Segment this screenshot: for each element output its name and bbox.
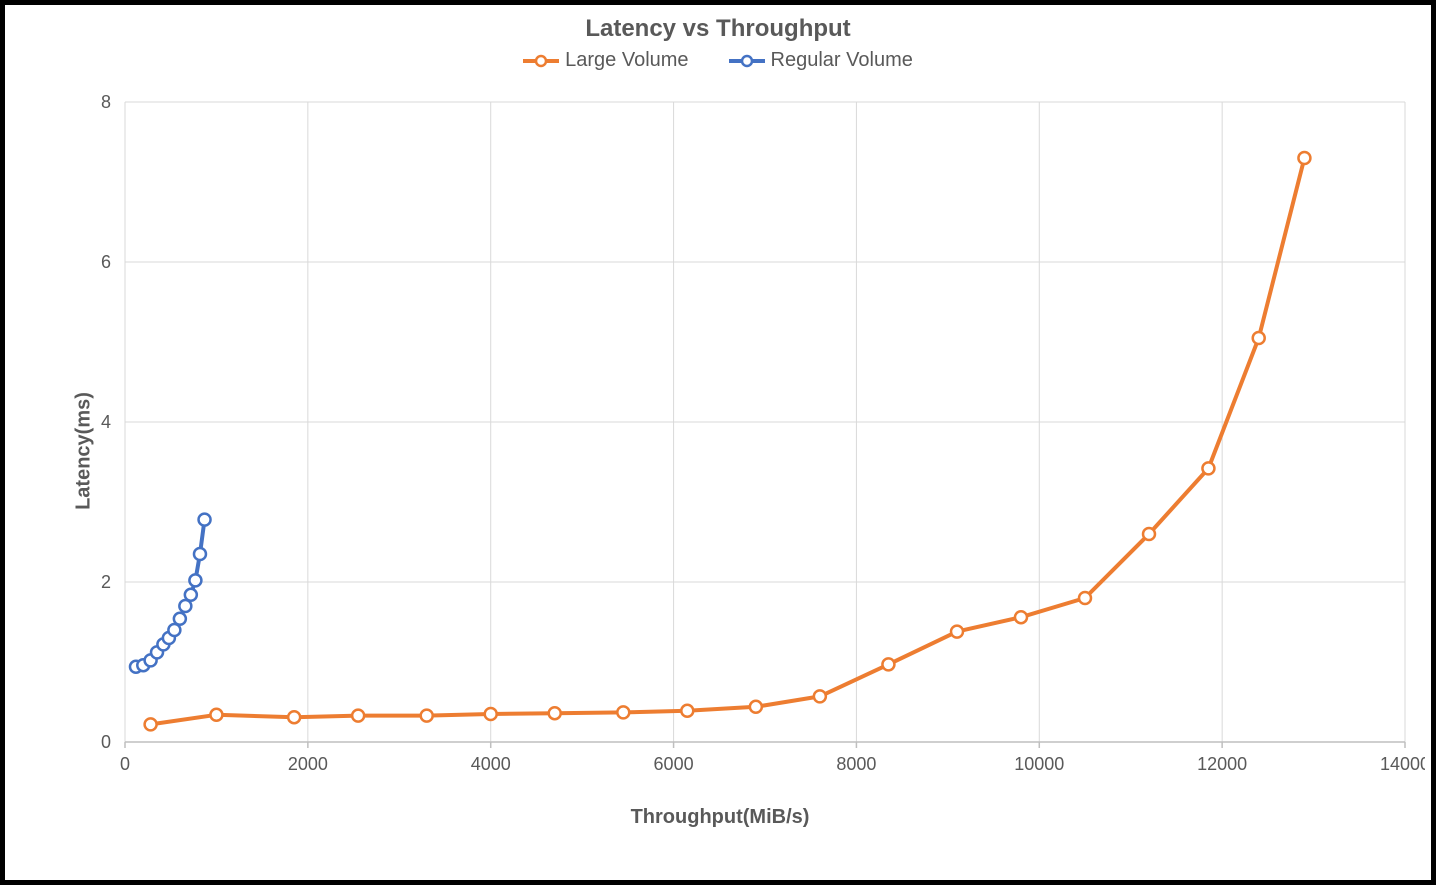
y-tick-label: 4: [101, 412, 111, 432]
x-tick-label: 12000: [1197, 754, 1247, 774]
data-marker: [1298, 152, 1310, 164]
x-tick-label: 14000: [1380, 754, 1425, 774]
x-tick-label: 8000: [836, 754, 876, 774]
data-marker: [210, 709, 222, 721]
data-marker: [174, 613, 186, 625]
data-marker: [750, 701, 762, 713]
data-marker: [1202, 462, 1214, 474]
y-tick-label: 0: [101, 732, 111, 752]
data-marker: [199, 514, 211, 526]
data-marker: [194, 548, 206, 560]
y-axis-label: Latency(ms): [72, 392, 95, 510]
data-marker: [1143, 528, 1155, 540]
y-tick-label: 2: [101, 572, 111, 592]
plot-area: Latency(ms) 0 2000 4000 6000 8000 10000 12000 1…: [15, 72, 1425, 829]
legend-item-regular-volume: Regular Volume: [729, 49, 913, 72]
y-tick-label: 8: [101, 92, 111, 112]
y-tick-label: 6: [101, 252, 111, 272]
series-line: [151, 158, 1305, 724]
x-tick-label: 6000: [654, 754, 694, 774]
data-marker: [1253, 332, 1265, 344]
x-tick-label: 2000: [288, 754, 328, 774]
x-tick-label: 10000: [1014, 754, 1064, 774]
chart-title: Latency vs Throughput: [15, 15, 1421, 43]
data-marker: [951, 626, 963, 638]
data-marker: [681, 705, 693, 717]
data-marker: [485, 708, 497, 720]
data-marker: [189, 574, 201, 586]
x-tick-label: 0: [120, 754, 130, 774]
data-marker: [1079, 592, 1091, 604]
data-marker: [1015, 611, 1027, 623]
data-marker: [352, 710, 364, 722]
data-marker: [617, 706, 629, 718]
x-axis-label: Throughput(MiB/s): [15, 806, 1425, 829]
chart-svg: 0 2000 4000 6000 8000 10000 12000 14000 0 2 4 6 8: [15, 72, 1425, 792]
legend-item-large-volume: Large Volume: [523, 49, 688, 72]
legend-label: Regular Volume: [771, 49, 913, 72]
data-marker: [421, 710, 433, 722]
chart-frame: Latency vs Throughput Large Volume Regul…: [0, 0, 1436, 885]
legend-swatch-large-volume: [523, 54, 559, 68]
legend-label: Large Volume: [565, 49, 688, 72]
legend: Large Volume Regular Volume: [15, 49, 1421, 72]
data-marker: [145, 718, 157, 730]
data-marker: [549, 707, 561, 719]
legend-swatch-regular-volume: [729, 54, 765, 68]
data-marker: [814, 690, 826, 702]
data-marker: [288, 711, 300, 723]
x-tick-label: 4000: [471, 754, 511, 774]
data-marker: [882, 658, 894, 670]
data-marker: [185, 589, 197, 601]
